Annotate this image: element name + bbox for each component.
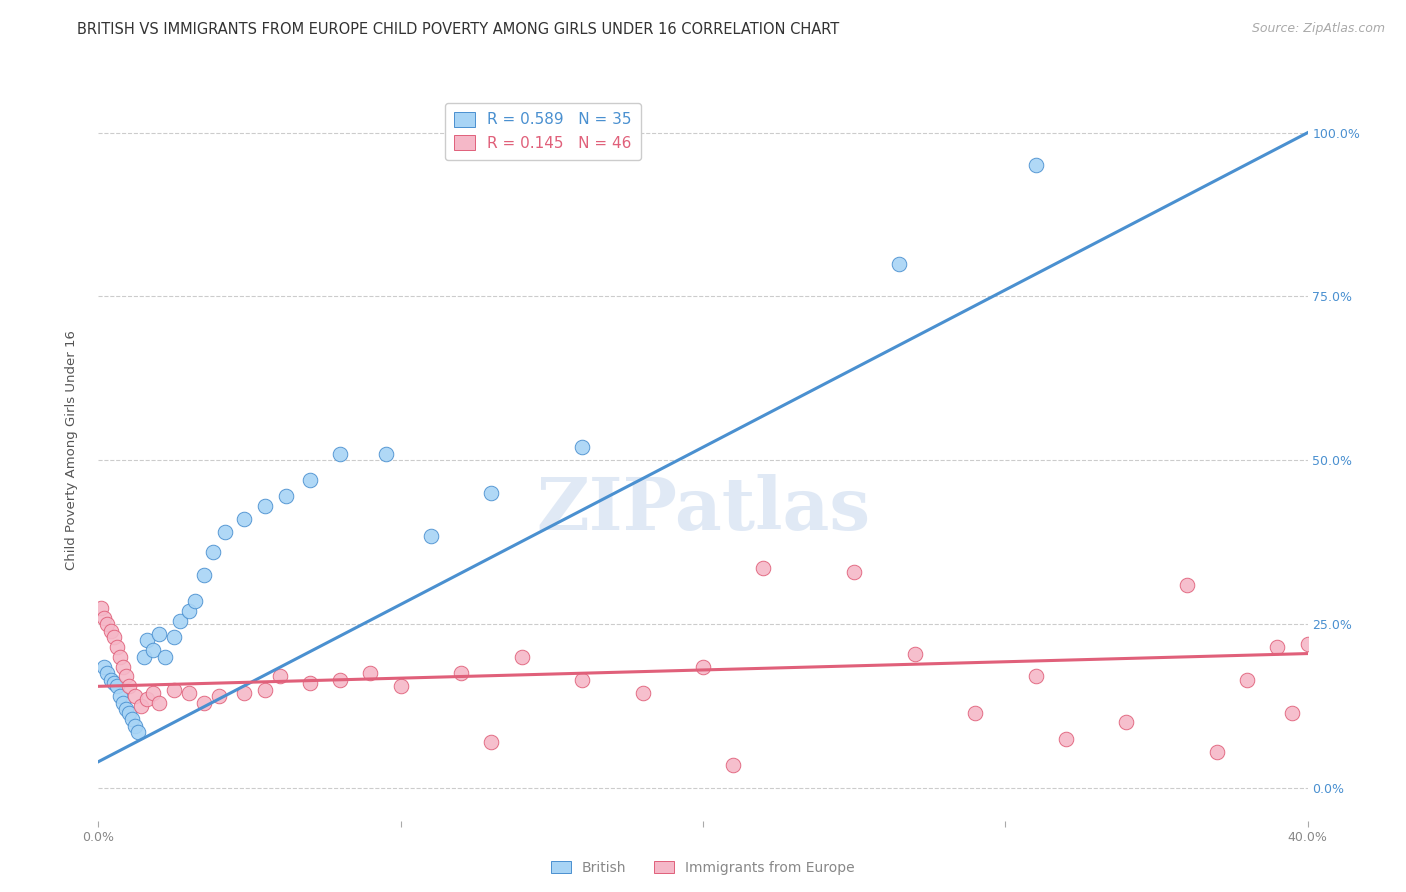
Point (481, 735, 503, 749)
Point (1175, 578, 1198, 592)
Point (132, 649, 155, 664)
Point (232, 512, 254, 526)
Point (179, 604, 201, 618)
Point (111, 659, 134, 673)
Point (142, 643, 165, 657)
Point (450, 666, 472, 681)
Point (329, 673, 352, 687)
Point (127, 725, 149, 739)
Point (105, 640, 128, 654)
Point (692, 659, 714, 673)
Point (103, 630, 125, 644)
Point (93, 659, 115, 673)
Point (108, 689, 131, 703)
Point (360, 666, 382, 681)
Point (193, 696, 215, 710)
Point (96, 666, 118, 681)
Point (631, 686, 654, 700)
Point (93, 610, 115, 624)
Legend: R = 0.589   N = 35, R = 0.145   N = 46: R = 0.589 N = 35, R = 0.145 N = 46 (444, 103, 641, 160)
Legend: British, Immigrants from Europe: British, Immigrants from Europe (546, 855, 860, 880)
Point (1236, 673, 1258, 687)
Point (889, 257, 911, 271)
Point (232, 686, 254, 700)
Point (1115, 715, 1137, 730)
Point (108, 649, 131, 664)
Point (169, 614, 191, 628)
Point (179, 686, 201, 700)
Point (1054, 731, 1077, 746)
Point (163, 630, 186, 644)
Point (124, 718, 146, 732)
Point (118, 679, 141, 693)
Point (274, 489, 297, 503)
Text: BRITISH VS IMMIGRANTS FROM EUROPE CHILD POVERTY AMONG GIRLS UNDER 16 CORRELATION: BRITISH VS IMMIGRANTS FROM EUROPE CHILD … (77, 22, 839, 37)
Point (118, 706, 141, 720)
Point (114, 669, 136, 683)
Point (571, 440, 593, 454)
Point (965, 706, 987, 720)
Point (723, 758, 745, 772)
Point (253, 499, 276, 513)
Point (299, 473, 322, 487)
Point (329, 447, 352, 461)
Point (510, 649, 533, 664)
Point (129, 698, 152, 713)
Point (135, 633, 157, 648)
Point (214, 525, 236, 540)
Point (100, 624, 122, 638)
Point (389, 679, 412, 693)
Point (90, 600, 112, 615)
Text: ZIPatlas: ZIPatlas (536, 475, 870, 545)
Point (1267, 640, 1289, 654)
Point (111, 696, 134, 710)
Point (153, 649, 176, 664)
Point (1024, 158, 1046, 172)
Point (299, 676, 322, 690)
Point (142, 686, 165, 700)
Point (1296, 637, 1319, 651)
Point (184, 594, 207, 608)
Point (269, 669, 291, 683)
Point (1024, 669, 1046, 683)
Point (904, 647, 927, 661)
Point (148, 627, 170, 641)
Point (96, 617, 118, 632)
Point (1206, 745, 1229, 759)
Y-axis label: Child Poverty Among Girls Under 16: Child Poverty Among Girls Under 16 (65, 331, 77, 570)
Point (163, 682, 186, 697)
Point (105, 679, 128, 693)
Point (1281, 706, 1303, 720)
Point (121, 712, 143, 726)
Point (752, 561, 775, 575)
Point (103, 676, 125, 690)
Point (124, 689, 146, 703)
Point (420, 528, 443, 542)
Point (114, 702, 136, 716)
Point (844, 565, 866, 579)
Point (193, 568, 215, 582)
Point (100, 673, 122, 687)
Point (571, 673, 593, 687)
Point (253, 682, 276, 697)
Point (481, 486, 503, 500)
Point (208, 689, 231, 703)
Text: Source: ZipAtlas.com: Source: ZipAtlas.com (1251, 22, 1385, 36)
Point (202, 545, 225, 559)
Point (148, 696, 170, 710)
Point (374, 447, 396, 461)
Point (135, 692, 157, 706)
